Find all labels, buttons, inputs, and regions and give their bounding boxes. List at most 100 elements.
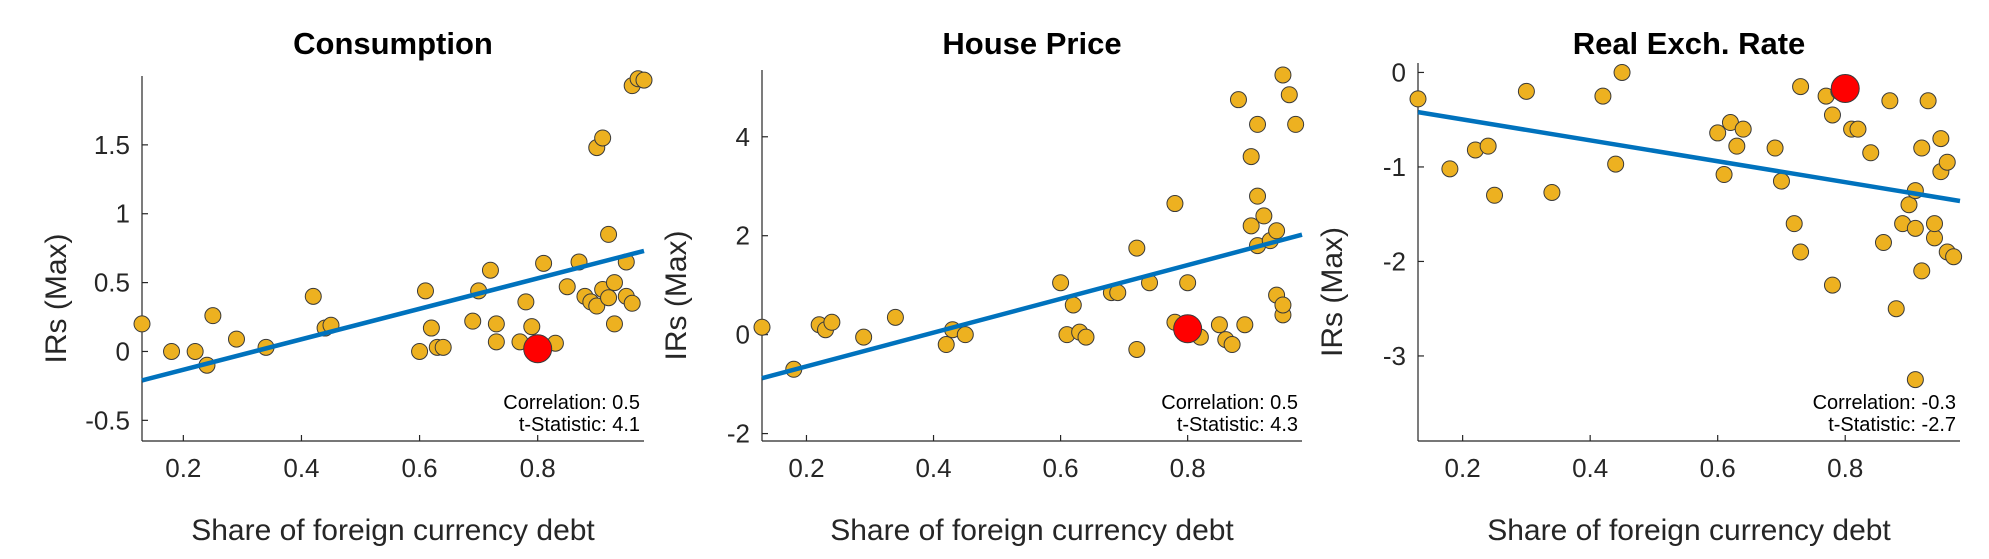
x-tick-label: 0.8 <box>1170 453 1206 483</box>
data-point <box>558 278 576 296</box>
data-point <box>416 282 434 300</box>
data-point <box>605 274 623 292</box>
x-tick-label: 0.4 <box>1572 453 1608 483</box>
data-point <box>1709 124 1727 142</box>
data-point <box>1792 243 1810 261</box>
data-point <box>1932 130 1950 148</box>
data-point <box>411 342 429 360</box>
highlight-point <box>1173 314 1203 344</box>
data-point <box>600 289 618 307</box>
correlation-label: Correlation: -0.3 <box>1813 392 1956 414</box>
data-point <box>1906 219 1924 237</box>
x-tick-label: 0.6 <box>1700 453 1736 483</box>
data-point <box>886 308 904 326</box>
chart-panel: House Price 0.2 0.4 0.6 0.8 -2 0 2 4 Share of for… <box>660 26 1305 547</box>
x-axis-label: Share of foreign currency debt <box>191 514 595 547</box>
data-point <box>133 315 151 333</box>
fit-line <box>141 248 645 383</box>
data-point <box>1249 187 1267 205</box>
data-point <box>1236 316 1254 334</box>
y-tick-label: 0.5 <box>94 268 130 298</box>
data-point <box>1128 340 1146 358</box>
data-point <box>1906 371 1924 389</box>
data-point <box>204 307 222 325</box>
data-point <box>600 225 618 243</box>
y-tick-label: -2 <box>1383 246 1406 276</box>
data-point <box>753 318 771 336</box>
data-point <box>1242 217 1260 235</box>
y-tick-label: -2 <box>727 419 750 449</box>
data-point <box>1874 234 1892 252</box>
data-point <box>517 293 535 311</box>
chart-panel: Consumption 0.2 0.4 0.6 0.8 -0.5 0 0.5 1 1.5 Share… <box>40 26 653 547</box>
data-point <box>1900 196 1918 214</box>
data-point <box>186 342 204 360</box>
data-point <box>487 333 505 351</box>
data-point <box>481 261 499 279</box>
highlight-point <box>523 334 553 364</box>
data-point <box>1766 139 1784 157</box>
data-point <box>1210 316 1228 334</box>
data-point <box>1486 186 1504 204</box>
y-tick-label: 0 <box>1392 57 1406 87</box>
data-point <box>1823 106 1841 124</box>
data-point <box>422 319 440 337</box>
x-tick-label: 0.6 <box>1043 453 1079 483</box>
data-point <box>1479 137 1497 155</box>
data-point <box>1052 274 1070 292</box>
data-point <box>956 326 974 344</box>
x-tick-label: 0.4 <box>915 453 951 483</box>
data-point <box>1715 166 1733 184</box>
data-point <box>1166 195 1184 213</box>
data-point <box>1919 92 1937 110</box>
data-point <box>523 318 541 336</box>
x-axis-label: Share of foreign currency debt <box>1487 514 1891 547</box>
x-tick-label: 0.2 <box>165 453 201 483</box>
chart-title: Real Exch. Rate <box>1573 26 1806 61</box>
y-tick-label: -1 <box>1383 152 1406 182</box>
data-point <box>623 294 641 312</box>
x-tick-label: 0.8 <box>520 453 556 483</box>
data-point <box>588 297 606 315</box>
y-tick-label: 4 <box>736 122 750 152</box>
data-point <box>163 342 181 360</box>
data-point <box>635 71 653 89</box>
data-point <box>1287 115 1305 133</box>
y-tick-label: 1 <box>116 199 130 229</box>
data-point <box>304 287 322 305</box>
data-point <box>1179 274 1197 292</box>
data-point <box>1607 155 1625 173</box>
data-point <box>1274 66 1292 84</box>
x-axis-label: Share of foreign currency debt <box>830 514 1234 547</box>
y-axis-label: IRs (Max) <box>660 231 693 361</box>
y-tick-label: 1.5 <box>94 130 130 160</box>
data-point <box>1772 172 1790 190</box>
t-statistic-label: t-Statistic: 4.1 <box>519 414 640 436</box>
data-point <box>594 129 612 147</box>
t-statistic-label: t-Statistic: -2.7 <box>1828 414 1956 436</box>
data-point <box>1862 144 1880 162</box>
data-point <box>1242 148 1260 166</box>
correlation-label: Correlation: 0.5 <box>1161 392 1298 414</box>
data-point <box>1280 86 1298 104</box>
data-point <box>1938 153 1956 171</box>
chart-panel: Real Exch. Rate 0.2 0.4 0.6 0.8 -3 -2 -1 0 Share … <box>1316 26 1963 547</box>
data-point <box>1064 296 1082 314</box>
x-tick-label: 0.2 <box>788 453 824 483</box>
data-point <box>1913 139 1931 157</box>
x-tick-label: 0.8 <box>1827 453 1863 483</box>
data-point <box>1913 262 1931 280</box>
data-point <box>1255 207 1273 225</box>
data-point <box>1409 90 1427 108</box>
data-point <box>1077 328 1095 346</box>
data-point <box>823 313 841 331</box>
data-point <box>1945 248 1963 266</box>
data-point <box>464 312 482 330</box>
y-tick-label: 0 <box>736 320 750 350</box>
data-point <box>1517 82 1535 100</box>
data-point <box>1249 115 1267 133</box>
y-tick-label: 2 <box>736 221 750 251</box>
y-axis-label: IRs (Max) <box>1316 227 1349 357</box>
y-tick-label: 0 <box>116 336 130 366</box>
data-point <box>1613 63 1631 81</box>
